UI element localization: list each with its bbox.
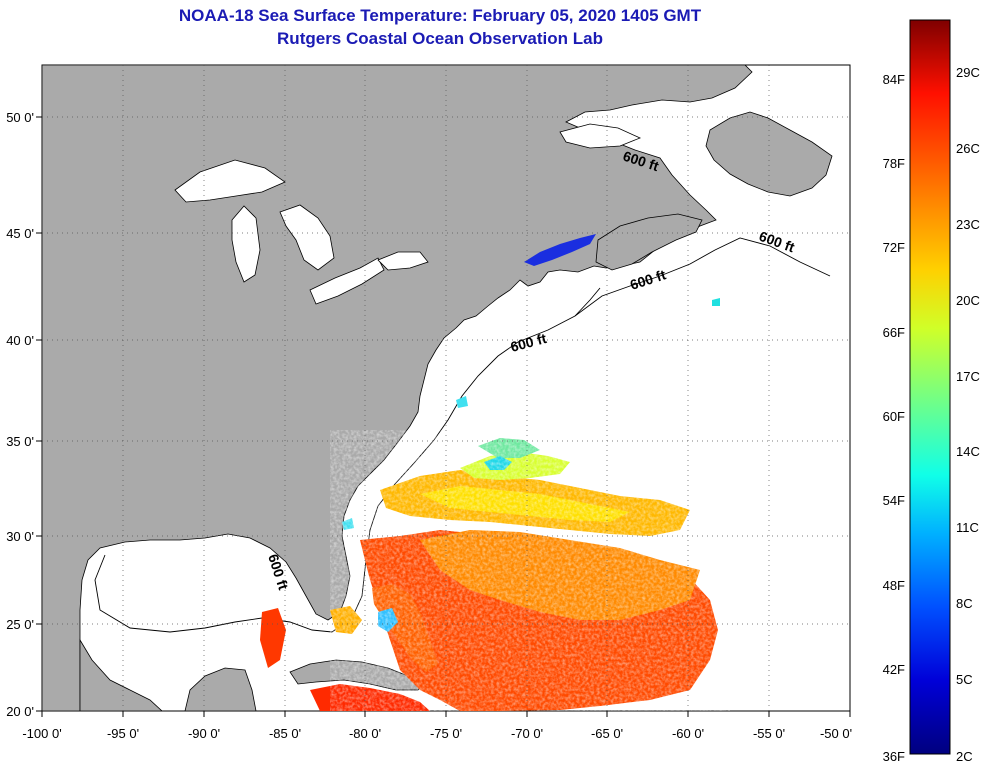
lat-tick-label: 50 0'	[6, 110, 34, 125]
lon-tick-label: -90 0'	[188, 726, 220, 741]
colorbar-c-label: 23C	[956, 217, 980, 232]
map-subtitle: Rutgers Coastal Ocean Observation Lab	[277, 29, 603, 48]
colorbar-f-label: 36F	[883, 749, 905, 764]
newfoundland	[705, 111, 833, 197]
lon-tick-label: -55 0'	[753, 726, 785, 741]
colorbar-c-label: 8C	[956, 596, 973, 611]
map-title: NOAA-18 Sea Surface Temperature: Februar…	[178, 6, 702, 25]
colorbar-c-label: 11C	[956, 520, 979, 535]
colorbar-f-label: 42F	[883, 662, 905, 677]
lon-tick-label: -60 0'	[672, 726, 704, 741]
colorbar-c-label: 29C	[956, 65, 980, 80]
great-lakes	[174, 123, 642, 305]
colorbar-f-label: 66F	[883, 325, 905, 340]
lon-tick-label: -75 0'	[430, 726, 462, 741]
lat-tick-label: 30 0'	[6, 529, 34, 544]
colorbar-f-label: 72F	[883, 240, 905, 255]
lat-tick-label: 20 0'	[6, 704, 34, 719]
lon-tick-label: -85 0'	[269, 726, 301, 741]
colorbar-f-label: 78F	[883, 156, 905, 171]
colorbar-f-label: 84F	[883, 72, 905, 87]
colorbar-f-label: 60F	[883, 409, 905, 424]
colorbar-c-label: 20C	[956, 293, 980, 308]
colorbar-f-label: 48F	[883, 578, 905, 593]
yucatan-landmass	[79, 638, 257, 711]
sst-data	[260, 234, 730, 711]
lon-tick-label: -80 0'	[349, 726, 381, 741]
colorbar	[909, 19, 951, 755]
lon-tick-label: -50 0'	[820, 726, 852, 741]
lon-tick-label: -95 0'	[107, 726, 139, 741]
colorbar-f-label: 54F	[883, 493, 905, 508]
colorbar-c-label: 2C	[956, 749, 973, 764]
lat-tick-label: 40 0'	[6, 333, 34, 348]
lat-tick-label: 45 0'	[6, 226, 34, 241]
colorbar-c-label: 14C	[956, 444, 980, 459]
lon-tick-label: -65 0'	[591, 726, 623, 741]
nova-scotia	[595, 213, 703, 271]
colorbar-c-label: 17C	[956, 369, 980, 384]
lon-tick-label: -100 0'	[22, 726, 61, 741]
lat-tick-label: 35 0'	[6, 434, 34, 449]
colorbar-c-label: 5C	[956, 672, 973, 687]
lon-tick-label: -70 0'	[511, 726, 543, 741]
axis-ticks	[36, 116, 851, 717]
colorbar-c-label: 26C	[956, 141, 980, 156]
lat-tick-label: 25 0'	[6, 617, 34, 632]
